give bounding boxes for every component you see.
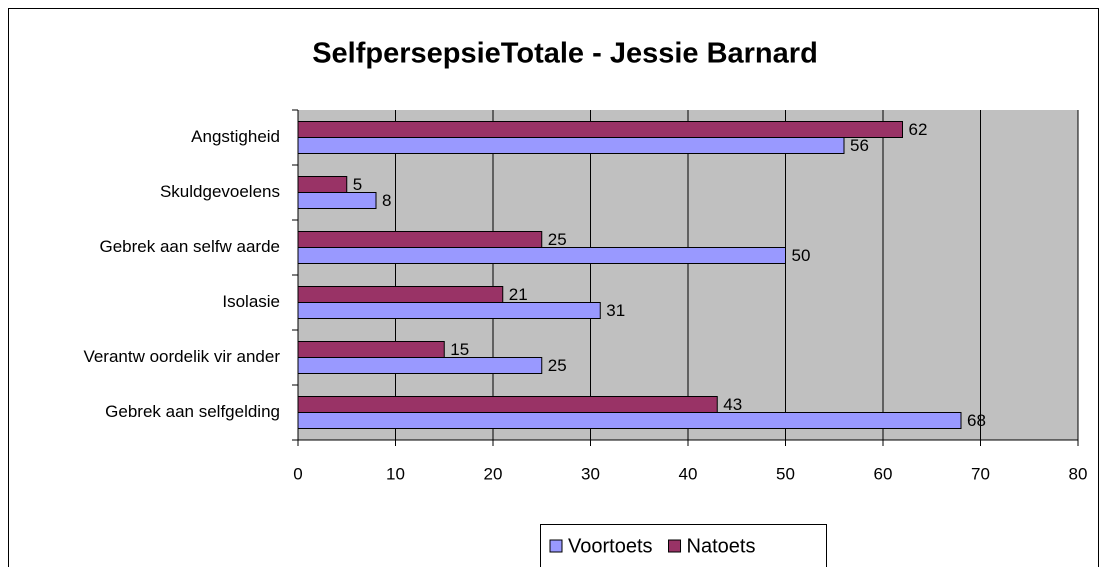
x-tick-label: 80: [1069, 464, 1088, 483]
data-label: 8: [382, 191, 391, 210]
bar: [297, 412, 962, 429]
bar: [297, 192, 377, 209]
x-tick-label: 70: [971, 464, 990, 483]
data-label: 56: [850, 136, 869, 155]
y-tick-label: Gebrek aan selfw aarde: [100, 237, 281, 256]
legend-swatch: [549, 539, 563, 553]
x-tick-label: 50: [776, 464, 795, 483]
legend-label: Voortoets: [568, 535, 653, 557]
bar: [297, 341, 445, 358]
y-tick-label: Verantw oordelik vir ander: [83, 347, 280, 366]
y-tick-label: Angstigheid: [191, 127, 280, 146]
y-tick-label: Isolasie: [222, 292, 280, 311]
data-label: 15: [450, 340, 469, 359]
bar: [297, 176, 348, 193]
x-tick-label: 40: [679, 464, 698, 483]
legend-swatch: [668, 539, 682, 553]
x-tick-label: 30: [581, 464, 600, 483]
chart-title: SelfpersepsieTotale - Jessie Barnard: [312, 38, 818, 70]
data-label: 43: [723, 395, 742, 414]
data-label: 25: [548, 356, 567, 375]
bar: [297, 357, 543, 374]
data-label: 5: [353, 175, 362, 194]
data-label: 68: [967, 411, 986, 430]
y-tick-label: Skuldgevoelens: [160, 182, 280, 201]
y-tick-label: Gebrek aan selfgelding: [105, 402, 280, 421]
x-tick-label: 60: [874, 464, 893, 483]
bar: [297, 396, 718, 413]
data-label: 62: [909, 120, 928, 139]
bar: [297, 286, 504, 303]
data-label: 21: [509, 285, 528, 304]
bar: [297, 231, 543, 248]
x-tick-label: 0: [293, 464, 302, 483]
data-label: 50: [792, 246, 811, 265]
data-label: 31: [606, 301, 625, 320]
data-label: 25: [548, 230, 567, 249]
x-tick-label: 20: [484, 464, 503, 483]
x-tick-label: 10: [386, 464, 405, 483]
bar: [297, 121, 903, 138]
bar: [297, 137, 845, 154]
legend-label: Natoets: [687, 535, 756, 557]
legend-box: [540, 524, 827, 567]
bar: [297, 247, 786, 264]
bar: [297, 302, 601, 319]
